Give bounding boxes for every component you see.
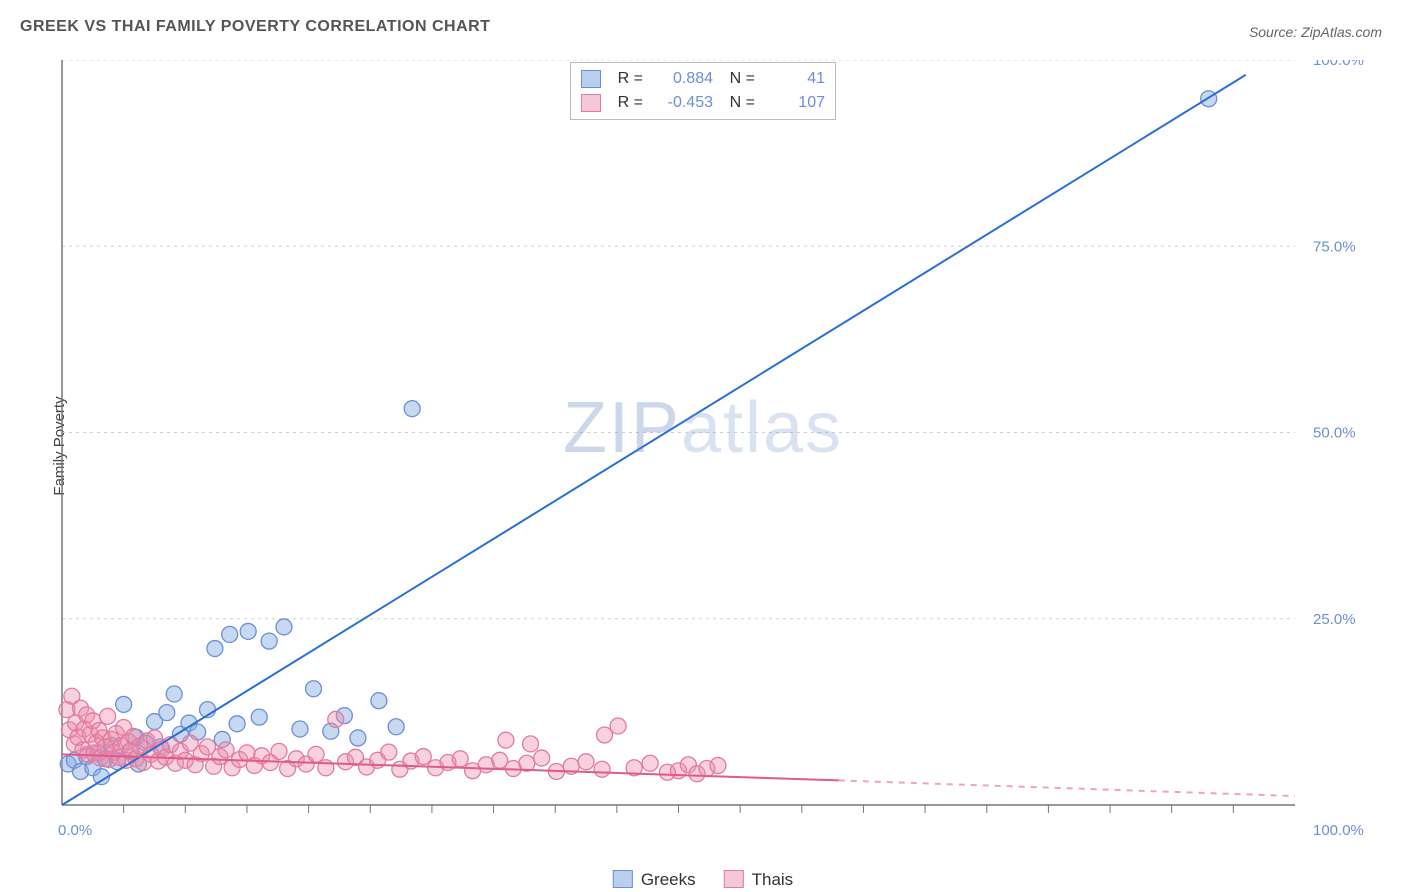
data-point [306, 681, 322, 697]
data-point [381, 744, 397, 760]
data-point [415, 749, 431, 765]
data-point [159, 705, 175, 721]
data-point [276, 619, 292, 635]
stat-r-label: R = [609, 67, 643, 91]
stats-legend: R = 0.884 N = 41 R = -0.453 N = 107 [570, 62, 836, 120]
source-label: Source: ZipAtlas.com [1249, 24, 1382, 40]
legend-swatch-icon [581, 94, 601, 112]
data-point [388, 719, 404, 735]
data-point [229, 716, 245, 732]
svg-text:50.0%: 50.0% [1313, 425, 1356, 442]
data-point [371, 693, 387, 709]
stat-r-value: -0.453 [651, 91, 713, 115]
svg-text:25.0%: 25.0% [1313, 611, 1356, 628]
data-point [207, 641, 223, 657]
data-point [308, 746, 324, 762]
data-point [292, 721, 308, 737]
data-point [534, 750, 550, 766]
data-point [166, 686, 182, 702]
data-point [597, 727, 613, 743]
data-point [498, 732, 514, 748]
fit-line-ext [839, 780, 1295, 796]
data-point [240, 623, 256, 639]
data-point [261, 633, 277, 649]
chart-title: GREEK VS THAI FAMILY POVERTY CORRELATION… [20, 18, 490, 36]
stat-n-value: 107 [763, 91, 825, 115]
data-point [116, 696, 132, 712]
data-point [251, 709, 267, 725]
data-point [404, 401, 420, 417]
series-legend-label: Greeks [641, 870, 696, 889]
data-point [271, 743, 287, 759]
series-legend-item: Greeks [613, 870, 696, 890]
data-point [100, 708, 116, 724]
data-point [578, 754, 594, 770]
scatter-chart: 25.0% 50.0% 75.0% 100.0% 0.0% 100.0% [50, 60, 1370, 840]
data-point [222, 626, 238, 642]
data-point [328, 711, 344, 727]
stats-row: R = 0.884 N = 41 [581, 67, 825, 91]
legend-swatch-icon [613, 870, 633, 888]
stat-n-label: N = [721, 91, 755, 115]
plot-area: 25.0% 50.0% 75.0% 100.0% 0.0% 100.0% [50, 60, 1370, 840]
stats-row: R = -0.453 N = 107 [581, 91, 825, 115]
data-point [642, 755, 658, 771]
legend-swatch-icon [581, 70, 601, 88]
stat-r-label: R = [609, 91, 643, 115]
svg-text:100.0%: 100.0% [1313, 822, 1364, 839]
data-point [350, 730, 366, 746]
data-point [710, 758, 726, 774]
data-point [452, 751, 468, 767]
stat-n-label: N = [721, 67, 755, 91]
data-point [594, 761, 610, 777]
stat-r-value: 0.884 [651, 67, 713, 91]
series-legend-item: Thais [724, 870, 794, 890]
data-point [523, 736, 539, 752]
svg-text:75.0%: 75.0% [1313, 238, 1356, 255]
series-legend: Greeks Thais [613, 870, 793, 890]
series-legend-label: Thais [752, 870, 794, 889]
fit-line [62, 75, 1246, 805]
svg-text:100.0%: 100.0% [1313, 60, 1364, 69]
legend-swatch-icon [724, 870, 744, 888]
svg-text:0.0%: 0.0% [58, 822, 92, 839]
stat-n-value: 41 [763, 67, 825, 91]
data-point [218, 742, 234, 758]
